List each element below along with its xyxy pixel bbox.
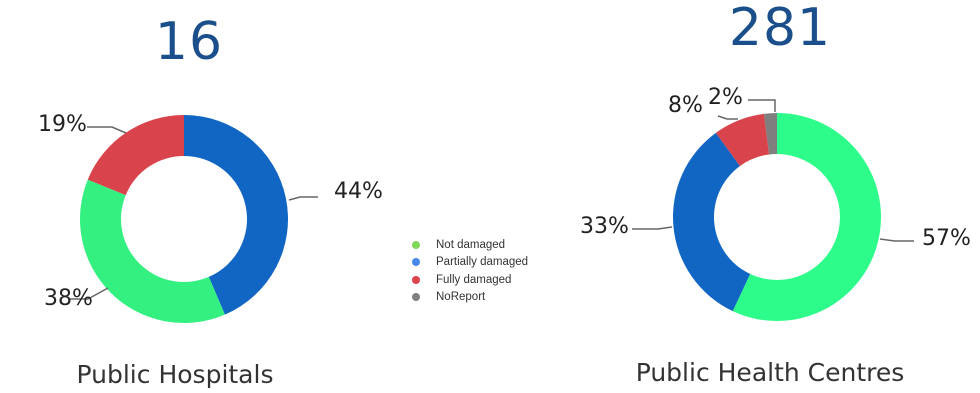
hospitals-chart-title: Public Hospitals (30, 360, 320, 389)
data-label: 38% (44, 286, 93, 311)
health-centres-chart-title: Public Health Centres (600, 358, 940, 387)
legend-item-noreport[interactable]: NoReport (412, 289, 528, 307)
leader-line (289, 197, 318, 200)
legend-label: NoReport (436, 291, 485, 303)
legend-label: Not damaged (436, 239, 505, 251)
legend-dot-icon (412, 241, 420, 249)
legend-label: Fully damaged (436, 274, 511, 286)
legend-label: Partially damaged (436, 256, 528, 268)
leader-line (87, 127, 126, 133)
legend-dot-icon (412, 258, 420, 266)
data-label: 57% (922, 226, 971, 251)
leader-line (748, 100, 775, 112)
donut-slice-not-damaged[interactable] (80, 180, 225, 323)
data-label: 8% (668, 93, 703, 118)
leader-line (718, 116, 738, 119)
legend-item-not-damaged[interactable]: Not damaged (412, 236, 528, 254)
legend: Not damaged Partially damaged Fully dama… (412, 236, 528, 306)
public-health-centres-donut: 57% 33% 8% 2% (580, 85, 971, 321)
data-label: 2% (708, 85, 743, 110)
leader-line (632, 227, 672, 229)
legend-item-fully-damaged[interactable]: Fully damaged (412, 271, 528, 289)
data-label: 19% (38, 112, 87, 137)
data-label: 44% (334, 179, 383, 204)
legend-item-partially-damaged[interactable]: Partially damaged (412, 254, 528, 272)
public-hospitals-donut: 38% 44% 19% (38, 112, 383, 323)
legend-dot-icon (412, 276, 420, 284)
legend-dot-icon (412, 293, 420, 301)
data-label: 33% (580, 214, 629, 239)
leader-line (880, 239, 914, 241)
